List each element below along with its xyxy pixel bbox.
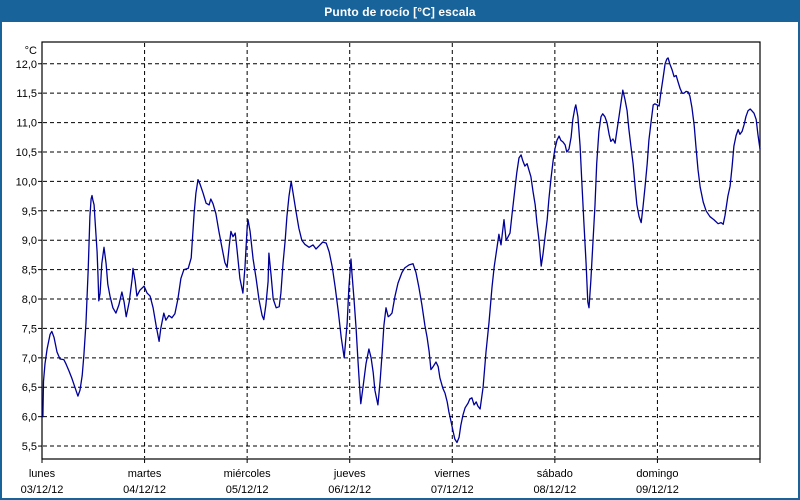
y-tick-label: 10,0 [16, 176, 37, 188]
dewpoint-chart: 12,0 11,5 11,0 10,5 10,0 9,5 9,0 8,5 8,0 7,5 7,0 6,… [16, 41, 761, 496]
y-tick-label: 7,0 [22, 353, 37, 365]
y-tick-label: 5,5 [22, 441, 37, 453]
x-day-name: miércoles [224, 468, 272, 480]
y-tick-label: 8,5 [22, 265, 37, 277]
x-day-name: sábado [537, 468, 573, 480]
page-title: Punto de rocío [°C] escala [324, 5, 476, 19]
x-day-name: jueves [333, 468, 366, 480]
y-tick-label: 9,0 [22, 235, 37, 247]
y-tick-label: 9,5 [22, 206, 37, 218]
dewpoint-line [42, 57, 761, 444]
x-day-name: martes [128, 468, 162, 480]
x-day-date: 04/12/12 [123, 484, 166, 496]
x-day-date: 07/12/12 [431, 484, 474, 496]
y-axis-unit-label: °C [25, 45, 37, 57]
y-tick-label: 11,0 [16, 118, 37, 130]
y-tick-label: 7,5 [22, 323, 37, 335]
x-day-date: 03/12/12 [21, 484, 64, 496]
y-tick-label: 6,0 [22, 412, 37, 424]
x-day-date: 08/12/12 [533, 484, 576, 496]
title-bar: Punto de rocío [°C] escala [2, 2, 798, 22]
x-day-name: domingo [636, 468, 678, 480]
x-day-name: viernes [435, 468, 471, 480]
y-tick-label: 8,0 [22, 294, 37, 306]
y-tick-label: 12,0 [16, 59, 37, 71]
plot-border [41, 41, 761, 460]
y-tick-label: 6,5 [22, 382, 37, 394]
y-tick-label: 11,5 [16, 88, 37, 100]
x-day-date: 09/12/12 [636, 484, 679, 496]
x-day-name: lunes [29, 468, 56, 480]
y-tick-label: 10,5 [16, 147, 37, 159]
x-day-date: 06/12/12 [328, 484, 371, 496]
x-day-date: 05/12/12 [226, 484, 269, 496]
